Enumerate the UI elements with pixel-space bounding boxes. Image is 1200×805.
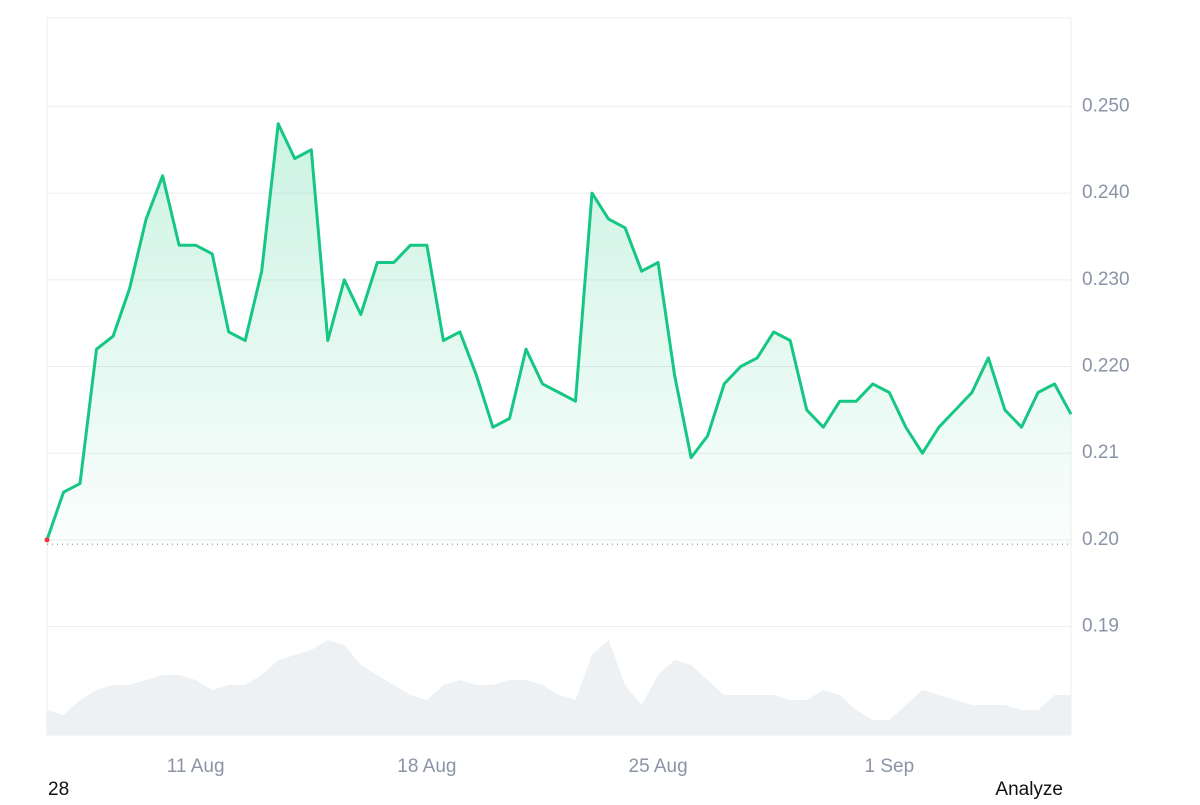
- x-tick-label: 1 Sep: [864, 756, 914, 777]
- start-dot: [44, 537, 50, 543]
- analyze-button[interactable]: Analyze: [995, 779, 1063, 800]
- y-tick-label: 0.250: [1082, 95, 1130, 116]
- y-tick-label: 0.19: [1082, 616, 1119, 637]
- x-tick-label: 25 Aug: [629, 756, 688, 777]
- volume-area: [47, 640, 1071, 735]
- price-area: [47, 123, 1071, 545]
- y-tick-label: 0.21: [1082, 442, 1119, 463]
- x-tick-label: 11 Aug: [167, 756, 225, 777]
- footer-left: 28: [48, 779, 69, 800]
- x-tick-label: 18 Aug: [397, 756, 456, 777]
- y-tick-label: 0.240: [1082, 182, 1130, 203]
- y-tick-label: 0.220: [1082, 356, 1130, 377]
- y-tick-label: 0.20: [1082, 529, 1119, 550]
- price-line: [45, 122, 1073, 541]
- y-tick-label: 0.230: [1082, 269, 1130, 290]
